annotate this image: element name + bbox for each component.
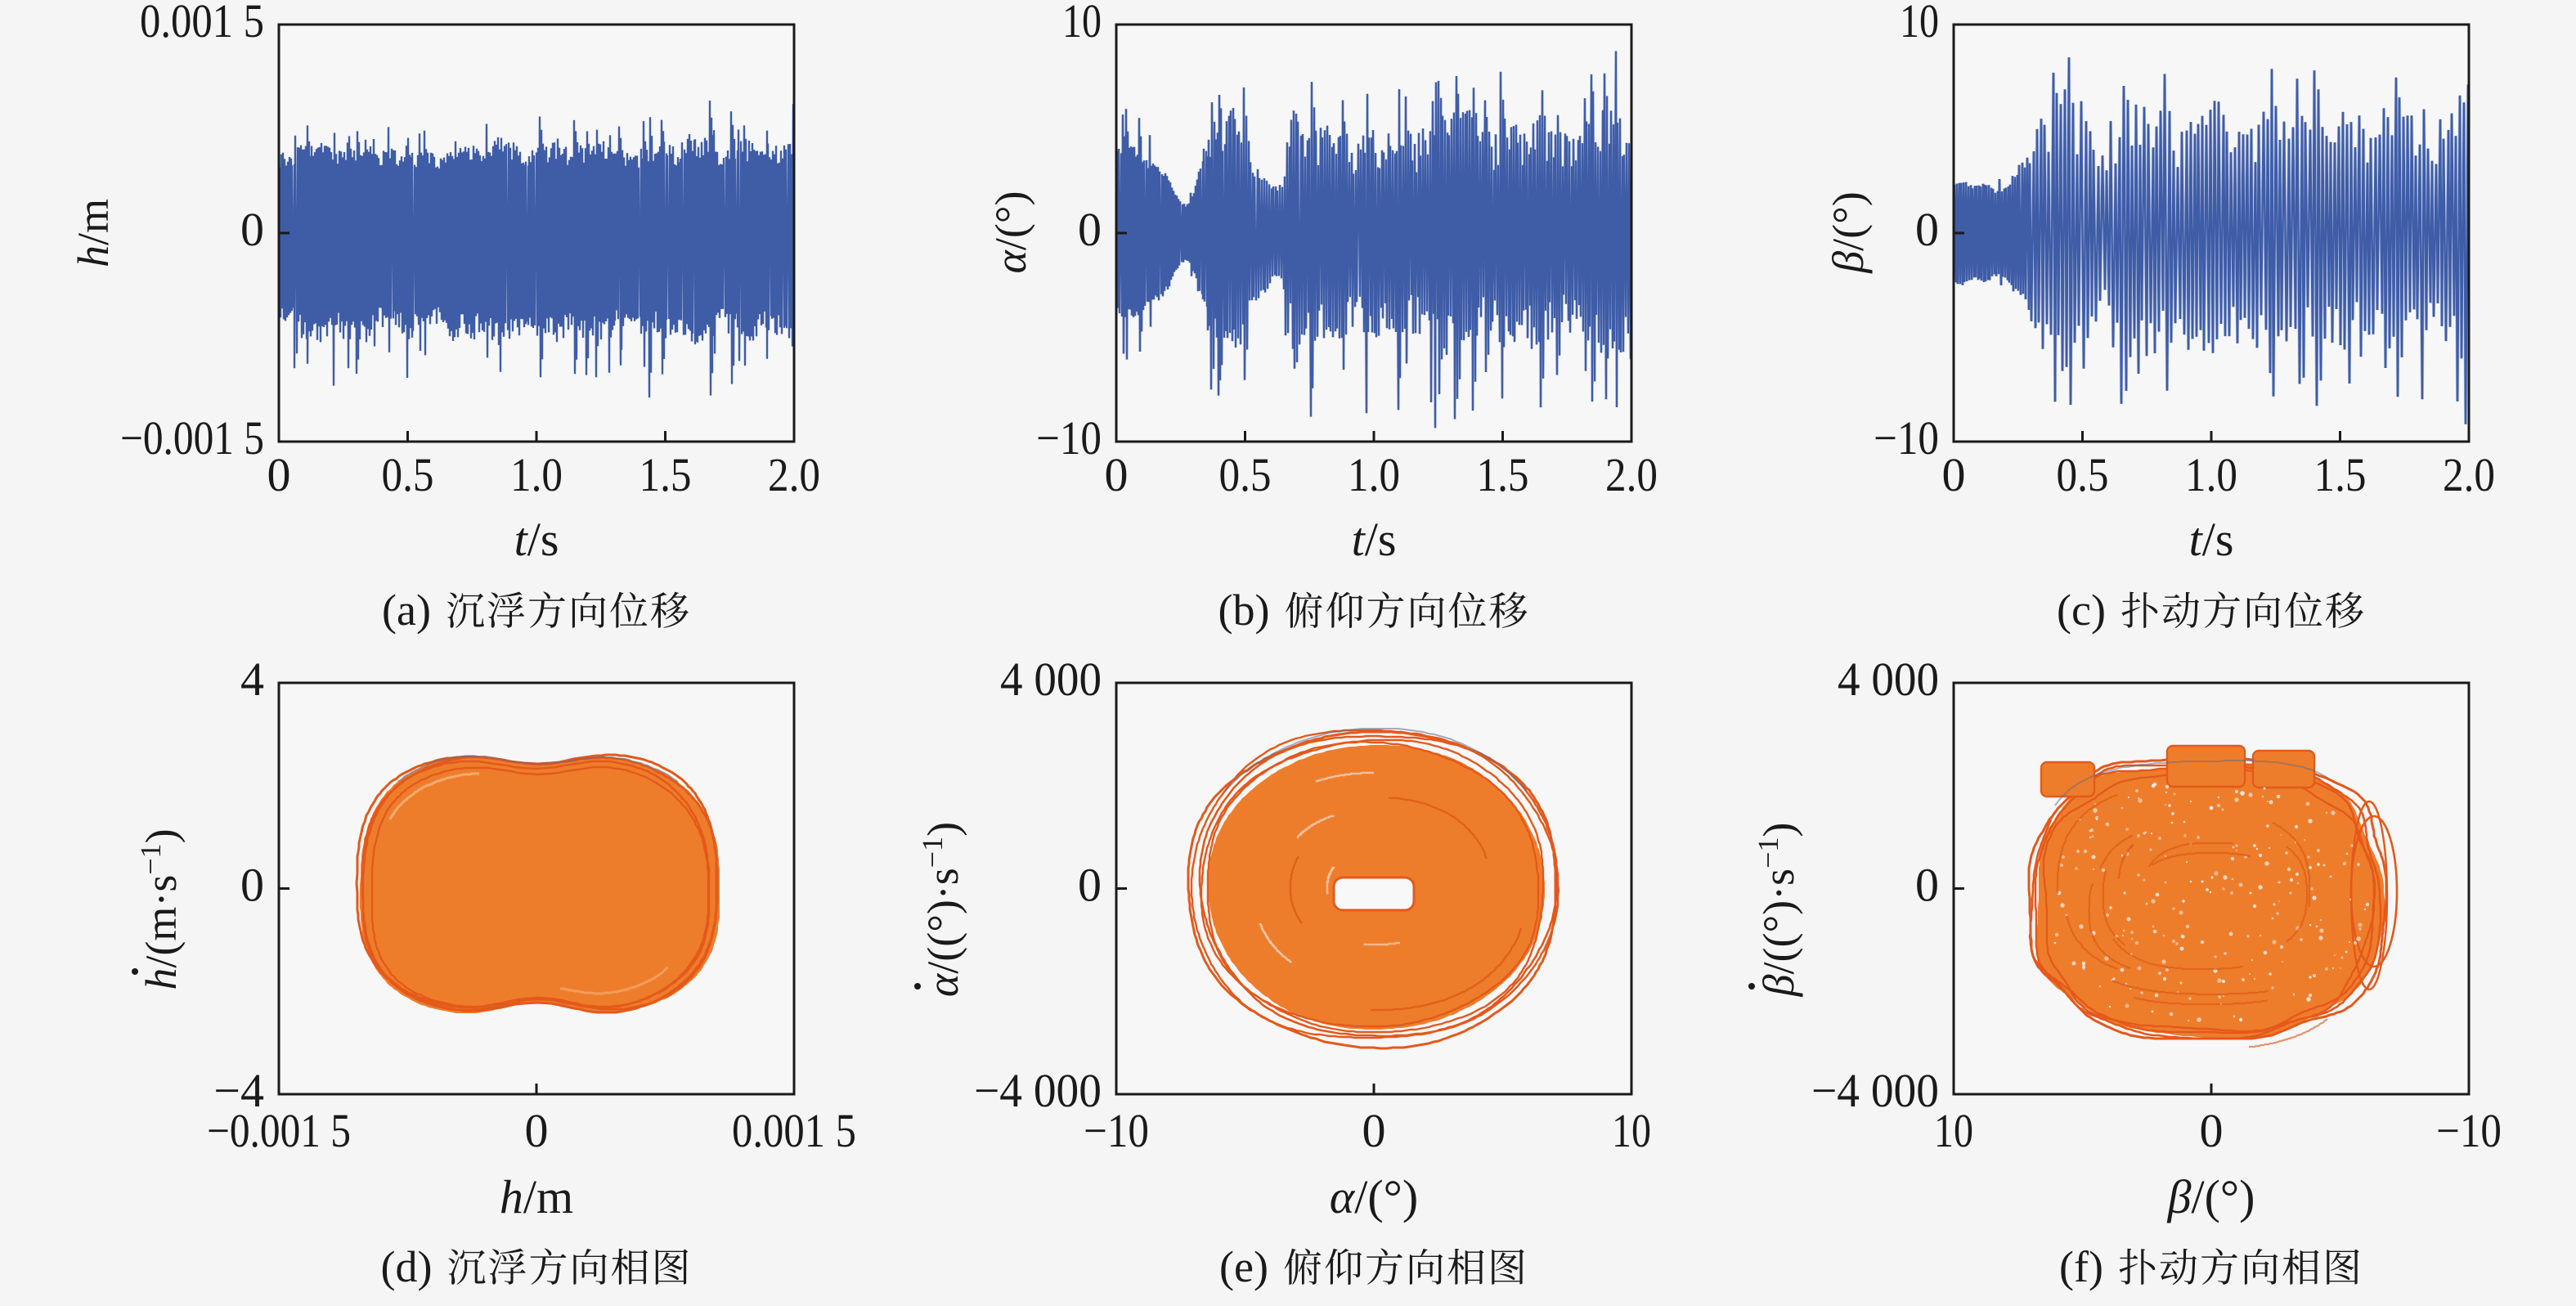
svg-text:β/(°): β/(°) [1824,191,1873,273]
svg-text:0: 0 [240,859,264,912]
svg-text:4 000: 4 000 [1838,653,1939,706]
svg-text:10: 10 [1900,0,1939,47]
svg-text:−10: −10 [2436,1104,2502,1157]
svg-text:0.5: 0.5 [382,448,434,501]
svg-text:2.0: 2.0 [768,448,820,501]
svg-text:1.5: 1.5 [2314,448,2367,501]
svg-text:0: 0 [1078,859,1102,912]
svg-text:−10: −10 [1084,1104,1149,1157]
svg-text:0.001 5: 0.001 5 [140,0,264,47]
svg-text:0: 0 [1915,859,1939,912]
svg-text:t/s: t/s [2189,513,2234,566]
svg-text:t/s: t/s [514,513,559,566]
svg-text:−0.001 5: −0.001 5 [120,411,264,465]
svg-text:h/m: h/m [500,1170,573,1223]
svg-text:t/s: t/s [1352,513,1397,566]
svg-text:(b): (b) [1218,586,1270,635]
svg-text:0: 0 [525,1104,549,1157]
svg-text:1.5: 1.5 [640,448,692,501]
svg-text:4: 4 [240,653,264,706]
svg-text:0.001 5: 0.001 5 [732,1104,856,1157]
svg-text:1.5: 1.5 [1477,448,1529,501]
svg-text:h/m: h/m [69,199,118,267]
svg-text:−0.001 5: −0.001 5 [207,1104,351,1157]
svg-text:β/(°): β/(°) [2167,1170,2255,1223]
svg-text:0.5: 0.5 [2057,448,2109,501]
svg-text:1.0: 1.0 [1348,448,1400,501]
svg-text:0: 0 [2200,1104,2224,1157]
svg-text:2.0: 2.0 [2443,448,2495,501]
svg-text:4 000: 4 000 [1000,653,1102,706]
svg-text:α/(°): α/(°) [1330,1170,1418,1223]
svg-text:(c): (c) [2057,586,2106,635]
svg-text:0.5: 0.5 [1219,448,1272,501]
svg-text:(e): (e) [1219,1242,1268,1291]
svg-text:0: 0 [267,448,291,501]
svg-text:0: 0 [1915,203,1939,256]
svg-text:10: 10 [1934,1104,1973,1157]
svg-text:α/(°): α/(°) [986,191,1035,274]
svg-text:0: 0 [1362,1104,1386,1157]
svg-text:1.0: 1.0 [510,448,563,501]
svg-text:0: 0 [1078,203,1102,256]
svg-text:−10: −10 [1874,411,1939,465]
svg-text:(f): (f) [2059,1242,2103,1291]
svg-text:0: 0 [1942,448,1966,501]
svg-text:1.0: 1.0 [2185,448,2237,501]
svg-text:0: 0 [240,203,264,256]
svg-text:(d): (d) [381,1242,433,1291]
svg-text:2.0: 2.0 [1605,448,1658,501]
svg-text:0: 0 [1105,448,1129,501]
svg-text:10: 10 [1612,1104,1651,1157]
svg-text:(a): (a) [382,586,431,635]
svg-text:−4: −4 [213,1064,264,1117]
svg-text:10: 10 [1062,0,1102,47]
svg-text:−4 000: −4 000 [1811,1064,1939,1117]
svg-text:−4 000: −4 000 [974,1064,1102,1117]
svg-text:−10: −10 [1036,411,1102,465]
